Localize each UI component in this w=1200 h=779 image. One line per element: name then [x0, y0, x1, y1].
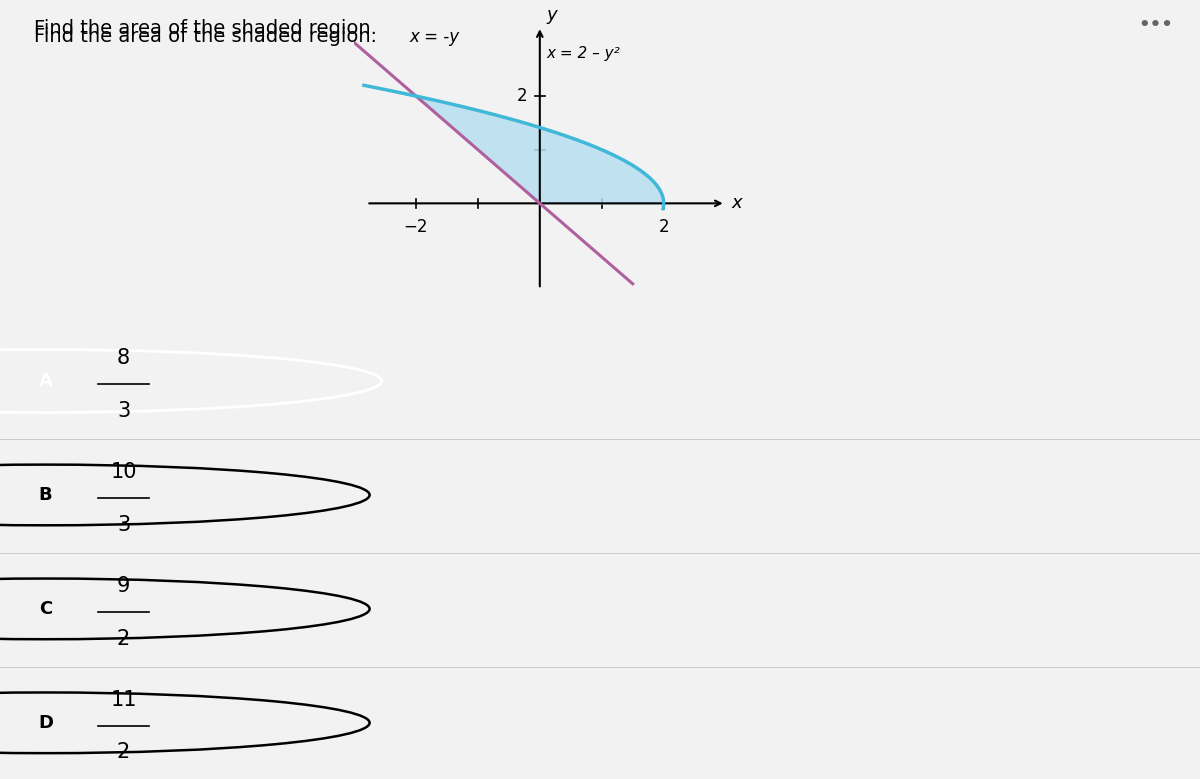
Text: 2: 2 — [659, 218, 668, 236]
Text: C: C — [38, 600, 53, 618]
Text: 10: 10 — [110, 462, 137, 482]
Text: 11: 11 — [110, 689, 137, 710]
Text: 3: 3 — [116, 400, 131, 421]
Text: Find the area of the shaded region.: Find the area of the shaded region. — [34, 19, 377, 38]
Text: y: y — [546, 5, 557, 23]
Text: 2: 2 — [116, 742, 131, 763]
Text: x: x — [732, 194, 743, 213]
Text: 9: 9 — [116, 576, 131, 596]
Text: A: A — [38, 372, 53, 390]
Text: 2: 2 — [517, 87, 528, 105]
Text: 2: 2 — [116, 629, 131, 649]
Text: x = 2 – y²: x = 2 – y² — [546, 46, 619, 61]
Text: −2: −2 — [403, 218, 428, 236]
Text: x = -y: x = -y — [409, 28, 460, 46]
Text: D: D — [38, 714, 53, 731]
Text: 3: 3 — [116, 515, 131, 534]
Text: Find the area of the shaded region.: Find the area of the shaded region. — [34, 27, 377, 46]
Text: •••: ••• — [1139, 16, 1174, 34]
Text: B: B — [38, 486, 53, 504]
Text: 8: 8 — [118, 348, 130, 368]
